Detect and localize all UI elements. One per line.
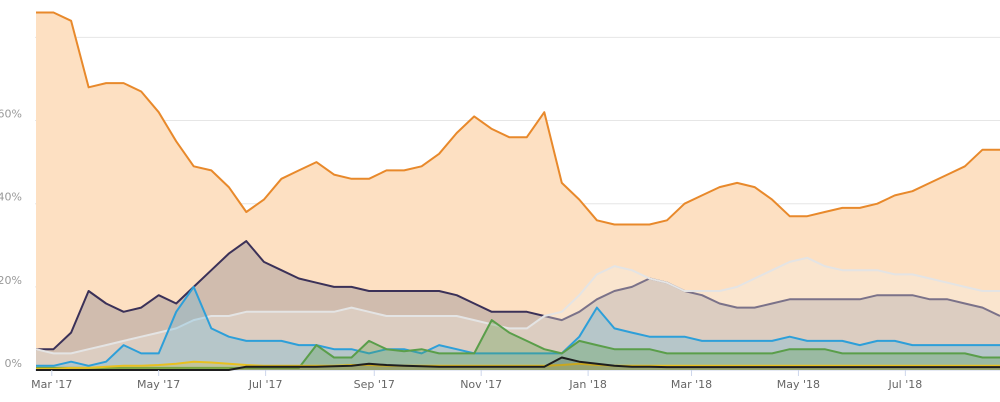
x-tick-label: Mar '18 [671,378,712,391]
series-3 [35,285,1000,370]
series-area [36,241,1000,370]
y-tick-label: 0% [5,357,22,370]
y-axis: 0% 20% 40% 60% [0,108,22,370]
series-line [36,319,1000,369]
series-0 [35,11,1000,370]
series-line [36,356,1000,371]
y-tick-label: 40% [0,191,22,204]
x-tick-label: Jul '17 [248,378,283,391]
series-line [35,256,1000,355]
series-line [36,11,1000,226]
series-4 [35,319,1000,370]
series-1 [35,240,1000,370]
series-area [36,286,1000,370]
series-line [36,240,1000,351]
x-tick-label: Nov '17 [460,378,502,391]
series-areas [35,11,1000,371]
series-2 [35,256,1000,370]
y-tick-label: 20% [0,274,22,287]
x-tick-label: Sep '17 [354,378,395,391]
series-area [36,320,1000,370]
x-axis: Mar '17 May '17 Jul '17 Sep '17 Nov '17 Jan '… [31,370,922,391]
x-tick-label: May '18 [777,378,820,391]
series-line [36,285,1000,367]
series-area [36,12,1000,370]
series-area [36,257,1000,370]
x-tick-label: Jul '18 [887,378,922,391]
x-tick-label: Jan '18 [568,378,606,391]
x-tick-label: May '17 [137,378,180,391]
x-tick-label: Mar '17 [31,378,72,391]
y-tick-label: 60% [0,108,22,121]
